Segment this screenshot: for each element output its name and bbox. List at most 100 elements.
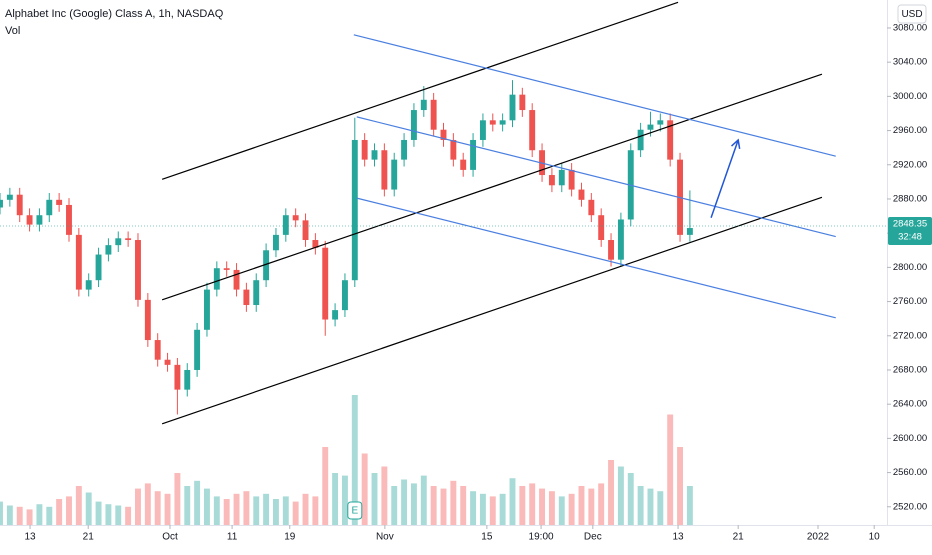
candle-body [204,289,210,330]
y-tick-label: 2800.00 [893,262,927,273]
volume-bar [657,491,664,525]
candle-body [263,250,270,281]
event-badge [347,501,363,520]
candle-body [341,280,348,311]
candle-body [371,150,378,160]
volume-bar [292,501,299,525]
chart-title: Alphabet Inc (Google) Class A, 1h, NASDA… [5,8,224,20]
volume-bar [56,499,63,525]
candle-body [608,240,615,260]
candle-body [637,129,644,151]
volume-label: Vol [5,25,20,37]
volume-bar [105,504,112,525]
volume-bar [578,486,585,525]
candle-body [36,215,43,225]
volume-bar [420,475,427,525]
trend-line [356,116,836,238]
candle-body [470,139,477,170]
volume-bar [489,496,496,525]
volume-bar [686,486,693,525]
x-tick-label: 13 [672,532,684,543]
candle-body [657,120,664,125]
volume-bar [568,493,575,525]
y-tick-label: 2920.00 [893,159,927,170]
candle-body [450,139,457,160]
volume-bar [558,496,565,525]
volume-bar [75,486,82,525]
candle-body [184,369,191,390]
volume-bar [637,486,644,525]
candle-body [332,310,339,320]
volume-bar [125,506,132,525]
candle-body [66,204,72,235]
volume-bar [460,486,467,525]
x-tick-label: Nov [376,532,394,543]
candle-body [361,139,368,160]
volume-bar [470,491,477,525]
x-tick-label: 19:00 [529,532,554,543]
x-tick-label: 19 [284,532,296,543]
volume-bar [667,414,674,525]
candle-body [164,359,171,365]
volume-bar [253,496,260,525]
candle-body [154,340,161,360]
volume-bar [204,488,210,525]
candle-body [529,110,536,151]
candle-body [460,159,467,170]
candle-body [213,268,220,290]
candle-body [391,159,398,190]
candle-body [430,99,437,130]
volume-bar [66,496,72,525]
volume-bar [36,504,43,525]
candle-body [135,240,141,300]
volume-bar [627,473,634,525]
x-tick-label: 15 [481,532,493,543]
volume-bar [529,483,536,525]
volume-bar [401,479,408,525]
volume-bar [194,480,201,525]
volume-bar [539,488,546,525]
volume-bar [351,395,358,525]
currency-button[interactable] [897,4,927,24]
candle-body [292,215,299,221]
trend-line [353,34,836,157]
volume-bar [519,486,526,525]
volume-bar [184,486,191,525]
x-tick-label: Dec [584,532,602,543]
candle-body [75,234,82,290]
x-tick-label: 11 [227,532,238,543]
candle-body [381,150,388,190]
volume-bar [499,493,506,525]
volume-bar [312,496,319,525]
candle-body [194,329,201,370]
candle-body [667,120,674,160]
volume-bar [263,493,270,525]
candle-body [598,215,605,241]
volume-bar [617,466,624,525]
candle-body [243,289,250,305]
candle-body [479,120,486,140]
volume-bar [361,453,368,525]
volume-bar [479,493,486,525]
y-tick-label: 2880.00 [893,193,927,204]
volume-bar [381,466,388,525]
trend-line [161,1,679,180]
volume-bar [272,499,279,525]
volume-bar [598,483,605,525]
currency[interactable]: USD [901,9,922,20]
candle-body [233,269,240,290]
volume-bar [410,483,417,525]
volume-bar [430,486,437,525]
candle-body [509,94,516,121]
candle-body [302,220,309,241]
candle-body [0,199,3,208]
candle-body [46,199,53,216]
trend-line [161,196,823,425]
candle-body [223,268,230,270]
candle-body [253,280,260,305]
volume-bar [302,493,309,525]
volume-bar [243,491,250,525]
volume-bar [164,493,171,525]
volume-bar [0,501,3,525]
y-tick-label: 3000.00 [893,91,927,102]
